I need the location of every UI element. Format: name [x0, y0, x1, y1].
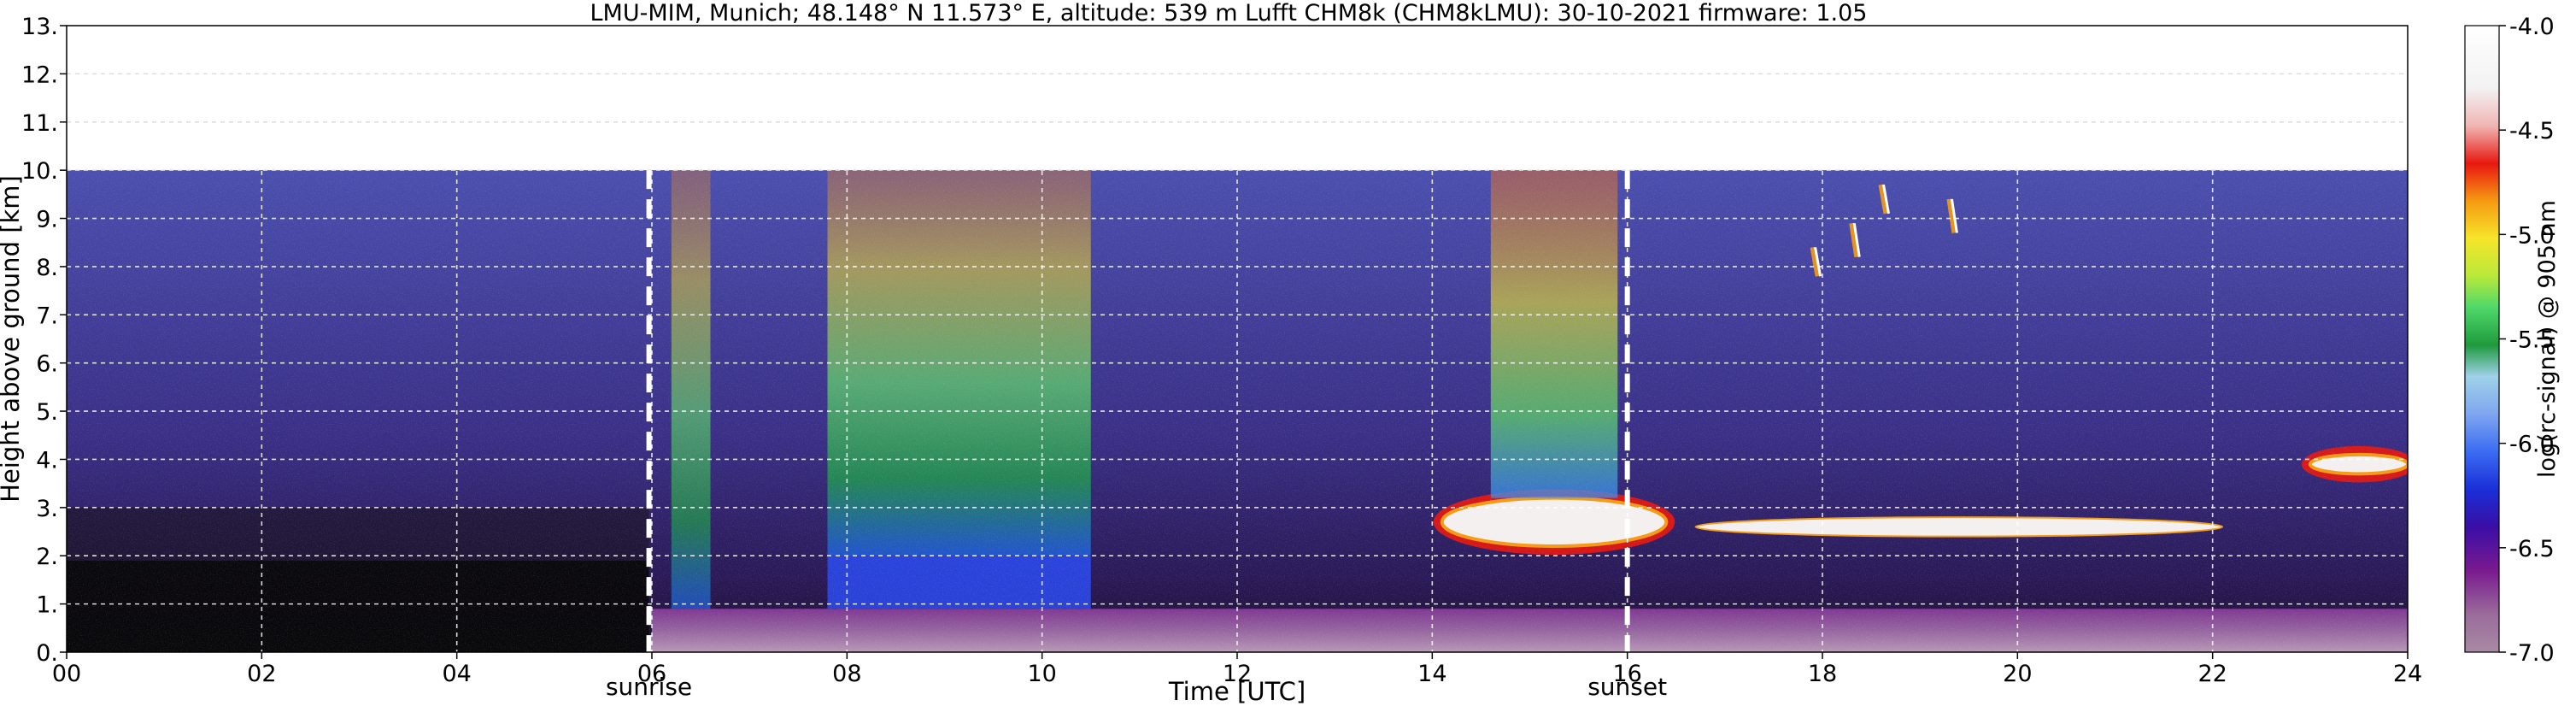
x-tick-label: 14	[1417, 661, 1446, 687]
x-axis-title: Time [UTC]	[1168, 677, 1306, 706]
y-tick-label: 13.	[21, 14, 58, 40]
y-tick-label: 5.	[36, 399, 58, 426]
colorbar-scale	[2464, 25, 2500, 653]
y-tick-label: 4.	[36, 447, 58, 474]
x-tick-label: 18	[1808, 661, 1837, 687]
y-tick-label: 11.	[21, 110, 58, 137]
x-tick-label: 16	[1612, 661, 1641, 687]
y-tick-label: 7.	[36, 303, 58, 329]
y-tick-label: 12.	[21, 62, 58, 88]
chart-title: LMU-MIM, Munich; 48.148° N 11.573° E, al…	[590, 0, 1868, 26]
x-tick-label: 22	[2198, 661, 2227, 687]
y-tick-label: 1.	[36, 592, 58, 619]
colorbar: -7.0 -6.5 -6.0 -5.5 -5.0 -4.5 -4.0 log(rc-signa…	[2464, 14, 2561, 667]
event-label-sunset: sunset	[1587, 673, 1667, 701]
x-tick-label: 10	[1027, 661, 1056, 687]
colorbar-tick-label: -4.0	[2509, 14, 2555, 40]
colorbar-tick-label: -6.5	[2509, 536, 2555, 562]
y-tick-label: 10.	[21, 158, 58, 185]
y-tick-label: 9.	[36, 207, 58, 233]
colorbar-tick-label: -7.0	[2509, 640, 2555, 667]
colorbar-tick-label: -5.0	[2509, 222, 2555, 249]
x-tick-label: 00	[52, 661, 81, 687]
event-markers: sunrise sunset	[606, 170, 1667, 701]
colorbar-tick-label: -4.5	[2509, 118, 2555, 144]
y-axis-title: Height above ground [km]	[0, 175, 25, 503]
y-tick-label: 0.	[36, 640, 58, 667]
y-tick-label: 2.	[36, 544, 58, 570]
colorbar-tick-label: -5.5	[2509, 327, 2555, 354]
x-tick-label: 24	[2393, 661, 2422, 687]
x-axis: 00 02 04 06 08 10 12 14 16 18 20 22 24	[52, 652, 2422, 687]
y-tick-label: 8.	[36, 255, 58, 281]
event-label-sunrise: sunrise	[606, 673, 692, 701]
x-tick-label: 04	[442, 661, 471, 687]
x-tick-label: 20	[2003, 661, 2032, 687]
colorbar-label: log(rc-signal) @ 905 nm	[2534, 200, 2561, 478]
colorbar-tick-label: -6.0	[2509, 432, 2555, 458]
y-tick-label: 3.	[36, 496, 58, 522]
x-tick-label: 08	[832, 661, 861, 687]
y-axis: 0. 1. 2. 3. 4. 5. 6. 7. 8. 9. 10. 11. 12. 13.	[21, 14, 67, 667]
x-tick-label: 06	[637, 661, 666, 687]
x-tick-label: 02	[247, 661, 276, 687]
x-tick-label: 12	[1223, 661, 1252, 687]
y-tick-label: 6.	[36, 351, 58, 378]
grid-lines	[67, 26, 2408, 652]
